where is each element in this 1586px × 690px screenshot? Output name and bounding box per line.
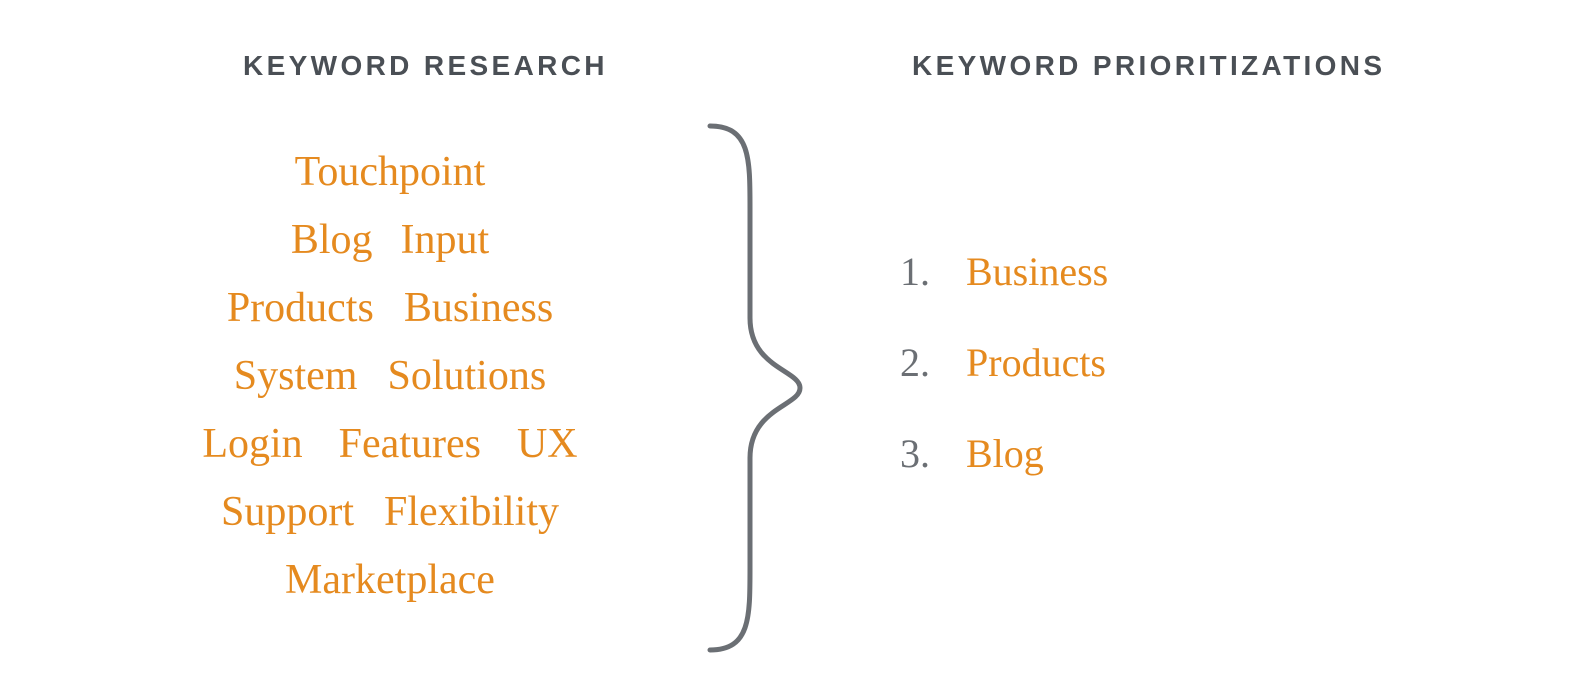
priority-item: 1. Business bbox=[900, 248, 1108, 295]
keyword-row: Touchpoint bbox=[295, 138, 486, 206]
keyword: Products bbox=[227, 274, 374, 342]
priority-keyword: Products bbox=[966, 339, 1106, 386]
keyword-cloud: TouchpointBlogInputProductsBusinessSyste… bbox=[0, 138, 780, 614]
keyword: Login bbox=[202, 410, 302, 478]
keyword: UX bbox=[517, 410, 578, 478]
heading-keyword-prioritizations: KEYWORD PRIORITIZATIONS bbox=[912, 50, 1385, 82]
keyword: Business bbox=[404, 274, 553, 342]
keyword: Touchpoint bbox=[295, 138, 486, 206]
keyword: Support bbox=[221, 478, 354, 546]
priority-item: 3. Blog bbox=[900, 430, 1108, 477]
keyword-row: Support Flexibility bbox=[221, 478, 559, 546]
keyword-row: Products Business bbox=[227, 274, 553, 342]
curly-brace-icon bbox=[690, 118, 810, 658]
heading-keyword-research: KEYWORD RESEARCH bbox=[243, 50, 608, 82]
keyword-row: Login Features UX bbox=[202, 410, 577, 478]
keyword: Solutions bbox=[387, 342, 546, 410]
priority-keyword: Blog bbox=[966, 430, 1044, 477]
keyword-row: System Solutions bbox=[234, 342, 546, 410]
priority-keyword: Business bbox=[966, 248, 1108, 295]
keyword: Input bbox=[401, 206, 490, 274]
keyword: Features bbox=[339, 410, 481, 478]
priority-item: 2. Products bbox=[900, 339, 1108, 386]
priority-list: 1. Business 2. Products 3. Blog bbox=[900, 248, 1108, 477]
keyword: System bbox=[234, 342, 358, 410]
keyword-row: Blog Input bbox=[291, 206, 489, 274]
keyword: Marketplace bbox=[285, 546, 495, 614]
keyword: Flexibility bbox=[384, 478, 559, 546]
diagram-stage: KEYWORD RESEARCH KEYWORD PRIORITIZATIONS… bbox=[0, 0, 1586, 690]
priority-number: 2. bbox=[900, 339, 948, 386]
priority-number: 3. bbox=[900, 430, 948, 477]
keyword: Blog bbox=[291, 206, 373, 274]
priority-number: 1. bbox=[900, 248, 948, 295]
keyword-row: Marketplace bbox=[285, 546, 495, 614]
